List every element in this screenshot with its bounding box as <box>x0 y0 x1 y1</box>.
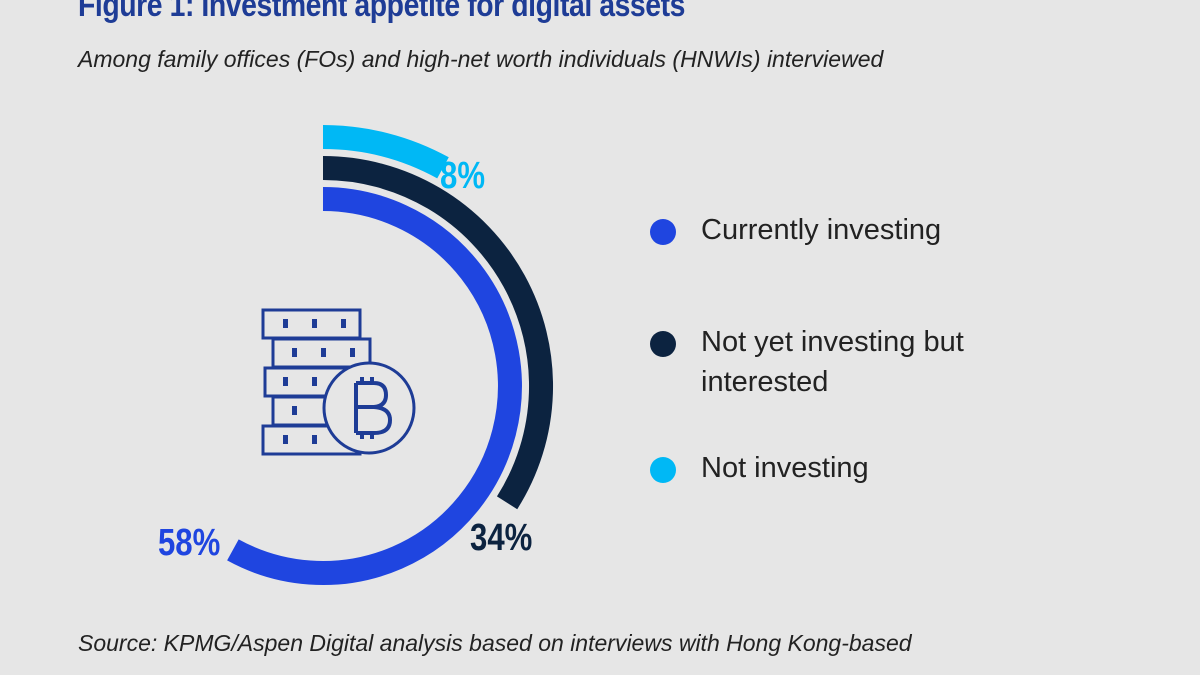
arc-not-investing <box>322 125 449 179</box>
legend-item-not-yet-investing: Not yet investing but interested <box>650 322 1021 402</box>
legend-item-currently-investing: Currently investing <box>650 210 1021 250</box>
legend-dot <box>650 219 676 245</box>
legend-dot <box>650 331 676 357</box>
legend-label: Not investing <box>701 452 869 484</box>
data-label: 8% <box>440 155 485 197</box>
legend-label: Currently investing <box>701 214 942 246</box>
arc-not-yet-investing-but-interested <box>322 156 554 510</box>
figure-title: Figure 1: Investment appetite for digita… <box>78 0 686 23</box>
legend-label: Not yet investing but interested <box>701 326 964 398</box>
data-label: 34% <box>470 517 532 559</box>
arc-currently-investing <box>227 187 522 585</box>
legend-item-not-investing: Not investing <box>650 448 1021 488</box>
bitcoin-coins-icon <box>261 308 416 456</box>
figure-subtitle: Among family offices (FOs) and high-net … <box>78 46 884 72</box>
source-note: Source: KPMG/Aspen Digital analysis base… <box>78 630 912 656</box>
data-label: 58% <box>158 522 220 564</box>
legend-dot <box>650 457 676 483</box>
